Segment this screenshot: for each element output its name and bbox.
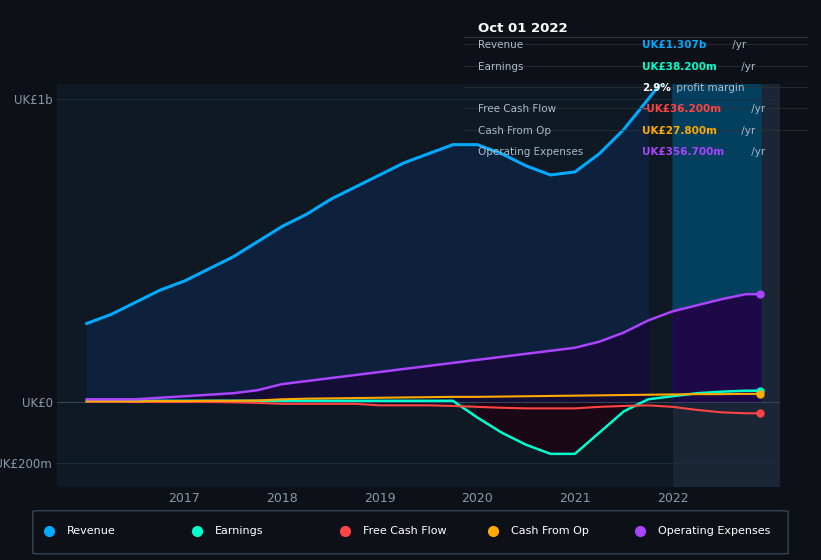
Text: /yr: /yr	[748, 147, 765, 157]
Text: profit margin: profit margin	[673, 83, 745, 93]
Text: -UK£36.200m: -UK£36.200m	[642, 104, 722, 114]
Text: UK£356.700m: UK£356.700m	[642, 147, 725, 157]
Text: UK£38.200m: UK£38.200m	[642, 62, 718, 72]
Text: UK£27.800m: UK£27.800m	[642, 125, 718, 136]
Text: Cash From Op: Cash From Op	[511, 526, 589, 536]
Bar	[672, 84, 780, 487]
Text: /yr: /yr	[748, 104, 765, 114]
Text: UK£1.307b: UK£1.307b	[642, 40, 707, 50]
Text: Revenue: Revenue	[67, 526, 116, 536]
Text: Earnings: Earnings	[215, 526, 264, 536]
Text: Free Cash Flow: Free Cash Flow	[478, 104, 556, 114]
Text: /yr: /yr	[738, 125, 755, 136]
Text: /yr: /yr	[738, 62, 755, 72]
Text: Earnings: Earnings	[478, 62, 523, 72]
Text: /yr: /yr	[729, 40, 746, 50]
Text: Cash From Op: Cash From Op	[478, 125, 551, 136]
Text: Oct 01 2022: Oct 01 2022	[478, 22, 567, 35]
Text: Revenue: Revenue	[478, 40, 523, 50]
Text: Free Cash Flow: Free Cash Flow	[363, 526, 447, 536]
Text: 2.9%: 2.9%	[642, 83, 672, 93]
Text: Operating Expenses: Operating Expenses	[658, 526, 771, 536]
Text: Operating Expenses: Operating Expenses	[478, 147, 583, 157]
